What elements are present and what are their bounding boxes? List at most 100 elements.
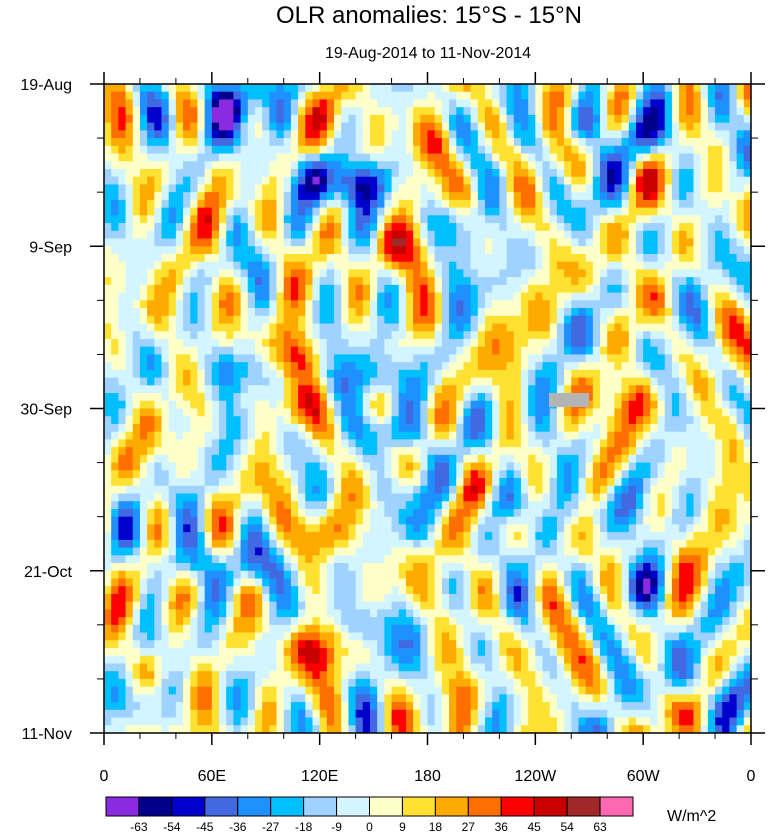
field-cell bbox=[578, 331, 587, 340]
field-cell bbox=[247, 493, 256, 502]
field-cell bbox=[657, 323, 666, 332]
field-cell bbox=[542, 400, 551, 410]
field-cell bbox=[204, 354, 213, 363]
field-cell bbox=[190, 215, 199, 224]
field-cell bbox=[643, 207, 651, 216]
field-cell bbox=[427, 176, 436, 186]
field-cell bbox=[499, 346, 508, 356]
field-cell bbox=[470, 369, 479, 379]
field-cell bbox=[528, 431, 536, 441]
field-cell bbox=[269, 508, 278, 518]
field-cell bbox=[542, 269, 551, 278]
field-cell bbox=[621, 99, 630, 108]
field-cell bbox=[362, 501, 371, 510]
field-cell bbox=[463, 215, 472, 224]
field-cell bbox=[139, 114, 148, 124]
field-cell bbox=[614, 91, 623, 101]
field-cell bbox=[183, 362, 191, 371]
field-cell bbox=[470, 400, 479, 410]
field-cell bbox=[700, 145, 709, 155]
field-cell bbox=[226, 207, 234, 216]
field-cell bbox=[118, 508, 127, 518]
field-cell bbox=[549, 292, 558, 301]
field-cell bbox=[571, 184, 580, 193]
field-cell bbox=[571, 423, 580, 433]
field-cell bbox=[326, 346, 335, 356]
field-cell bbox=[348, 161, 357, 170]
field-cell bbox=[600, 377, 608, 386]
field-cell bbox=[693, 138, 702, 147]
field-cell bbox=[111, 493, 119, 502]
field-cell bbox=[377, 493, 385, 502]
field-cell bbox=[693, 176, 702, 186]
field-cell bbox=[154, 107, 163, 116]
field-cell bbox=[542, 84, 551, 93]
field-cell bbox=[585, 277, 594, 286]
field-cell bbox=[693, 485, 702, 495]
field-cell bbox=[657, 107, 666, 116]
field-cell bbox=[111, 192, 119, 201]
field-cell bbox=[269, 199, 278, 209]
field-cell bbox=[398, 122, 407, 131]
field-cell bbox=[564, 192, 572, 201]
field-cell bbox=[456, 454, 465, 464]
field-cell bbox=[298, 122, 306, 131]
field-cell bbox=[643, 408, 651, 417]
field-cell bbox=[736, 354, 745, 363]
field-cell bbox=[111, 470, 119, 479]
field-cell bbox=[104, 478, 112, 487]
field-cell bbox=[715, 269, 723, 278]
field-cell bbox=[341, 493, 350, 502]
field-cell bbox=[240, 122, 249, 131]
field-cell bbox=[434, 292, 443, 301]
field-cell bbox=[614, 161, 623, 170]
field-cell bbox=[463, 338, 472, 348]
field-cell bbox=[413, 230, 421, 240]
field-cell bbox=[161, 284, 170, 294]
field-cell bbox=[707, 385, 716, 394]
field-cell bbox=[111, 84, 119, 93]
field-cell bbox=[564, 408, 572, 417]
field-cell bbox=[477, 369, 486, 379]
field-cell bbox=[592, 168, 601, 178]
field-cell bbox=[204, 454, 213, 464]
field-cell bbox=[168, 238, 177, 247]
field-cell bbox=[369, 207, 378, 216]
field-cell bbox=[226, 470, 234, 479]
field-cell bbox=[290, 423, 299, 433]
field-cell bbox=[118, 199, 127, 209]
field-cell bbox=[104, 84, 112, 93]
field-cell bbox=[147, 145, 155, 155]
field-cell bbox=[470, 261, 479, 271]
field-cell bbox=[449, 184, 457, 193]
field-cell bbox=[147, 377, 155, 386]
field-cell bbox=[305, 377, 314, 386]
field-cell bbox=[348, 300, 357, 309]
field-cell bbox=[384, 431, 393, 441]
field-cell bbox=[290, 138, 299, 147]
field-cell bbox=[535, 207, 544, 216]
field-cell bbox=[722, 261, 731, 271]
field-cell bbox=[269, 393, 278, 402]
field-cell bbox=[420, 447, 429, 456]
field-cell bbox=[715, 114, 723, 124]
field-cell bbox=[556, 153, 565, 162]
field-cell bbox=[219, 423, 227, 433]
field-cell bbox=[276, 99, 285, 108]
field-cell bbox=[420, 408, 429, 417]
field-cell bbox=[132, 485, 141, 495]
field-cell bbox=[686, 470, 695, 479]
field-cell bbox=[549, 454, 558, 464]
field-cell bbox=[132, 192, 141, 201]
field-cell bbox=[456, 223, 465, 232]
field-cell bbox=[441, 439, 450, 448]
field-cell bbox=[549, 408, 558, 417]
field-cell bbox=[556, 369, 565, 379]
field-cell bbox=[743, 400, 751, 410]
field-cell bbox=[226, 253, 234, 263]
field-cell bbox=[132, 454, 141, 464]
field-cell bbox=[449, 470, 457, 479]
field-cell bbox=[254, 168, 263, 178]
field-cell bbox=[564, 462, 572, 471]
field-cell bbox=[542, 338, 551, 348]
